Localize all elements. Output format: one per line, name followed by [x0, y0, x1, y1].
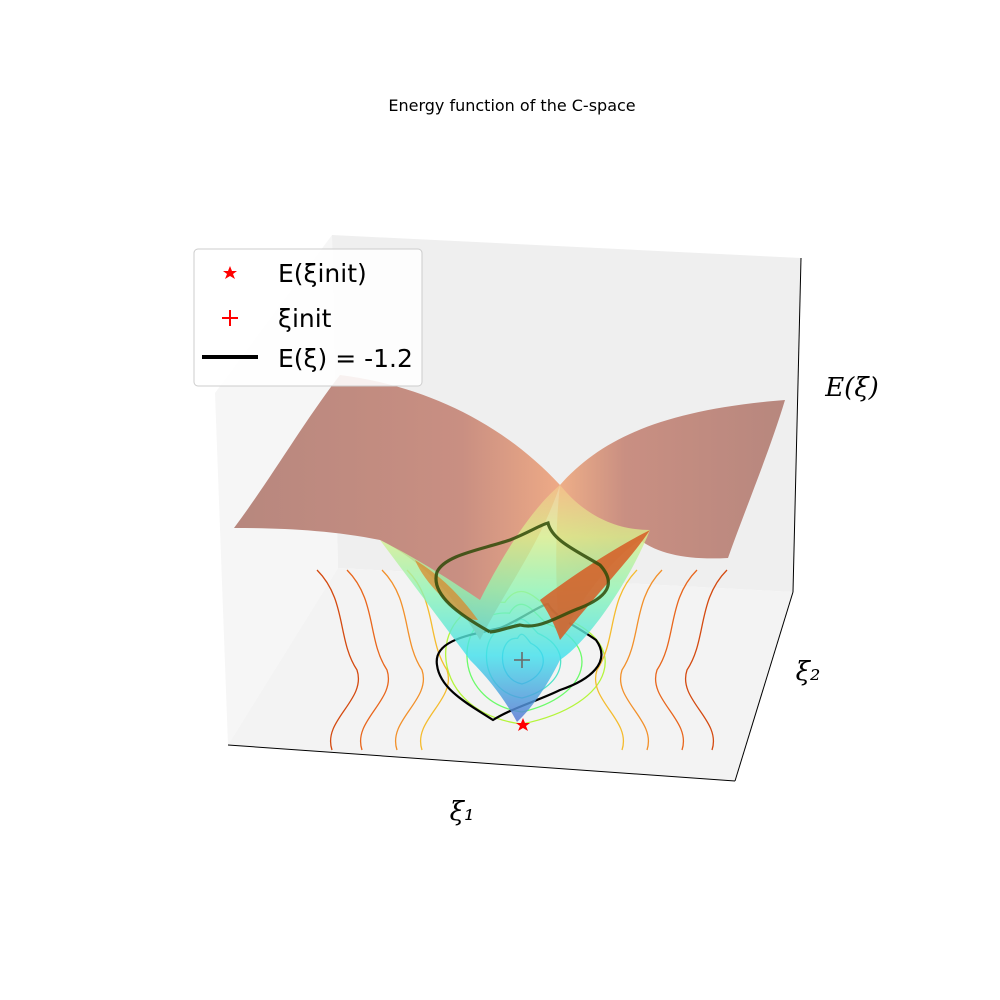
legend-label-level: E(ξ) = -1.2	[278, 344, 413, 373]
chart-title: Energy function of the C-space	[388, 96, 635, 115]
legend-label-xi-init: ξinit	[278, 304, 332, 333]
floor-contour-curve	[684, 569, 728, 751]
y-axis-line	[734, 591, 794, 782]
z-axis-line	[792, 257, 802, 593]
left-wing	[234, 375, 560, 640]
floor-contour-curve	[381, 569, 425, 751]
z-axis-label: E(ξ)	[824, 373, 879, 403]
energy-funnel	[380, 485, 650, 722]
legend-label-energy-init: E(ξinit)	[278, 259, 367, 288]
energy-surface	[234, 375, 785, 722]
legend-star-icon	[223, 266, 237, 279]
floor-contour-curve	[346, 569, 390, 751]
right-wing	[556, 400, 785, 640]
init-plus-marker	[514, 652, 530, 668]
x-axis-line	[227, 744, 736, 782]
legend-box	[193, 248, 423, 387]
legend: E(ξinit) ξinit E(ξ) = -1.2	[193, 248, 423, 387]
left-fold-shadow	[415, 560, 478, 620]
floor-contour-curve	[594, 569, 638, 751]
floor-contour-curve	[654, 569, 698, 751]
x-axis-label: ξ₁	[450, 797, 475, 827]
floor-contour-curve	[619, 569, 663, 751]
floor-contour-curve	[316, 569, 360, 751]
init-star-marker	[516, 718, 530, 731]
surface-level-contour	[434, 521, 610, 634]
legend-plus-icon	[222, 310, 238, 326]
y-axis-label: ξ₂	[796, 657, 821, 687]
